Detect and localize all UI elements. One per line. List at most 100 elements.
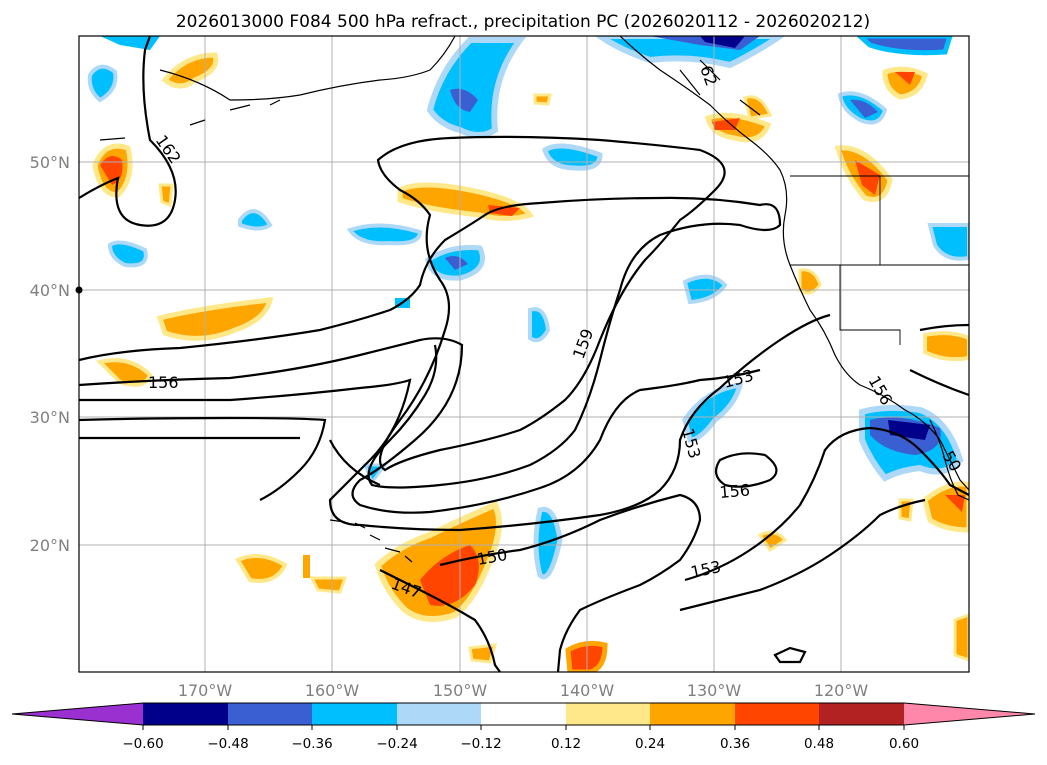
aleutian-islands [99,99,281,141]
colorbar-segment [735,703,819,725]
baja-california [929,419,969,501]
refractivity-contours [79,36,969,672]
neg-area [850,99,878,118]
pos-area [743,95,773,120]
pos-area [533,93,552,106]
lon-label: 170°W [178,681,233,700]
map-background [79,36,969,672]
contour-coastal [909,323,969,397]
neg-area [533,506,563,580]
colorbar-segment [312,703,397,725]
colorbar: −0.60 −0.48 −0.36 −0.24 −0.12 0.12 0.24 … [11,702,1036,752]
contour-150c [439,493,702,672]
contour-small [773,646,807,664]
pos-area [798,268,822,295]
colorbar-label: −0.48 [207,736,248,752]
neg-area [87,64,118,103]
colorbar-label: −0.60 [122,736,163,752]
colorbar-label: −0.12 [460,736,501,752]
pos-area [158,183,174,208]
pos-area [488,205,520,216]
neg-area [100,36,160,50]
colorbar-label: 0.60 [889,736,919,752]
pos-area [303,555,310,578]
graticule [79,36,969,672]
contour-159 [376,135,726,472]
positive-precipitation-areas [92,52,969,672]
colorbar-label: −0.24 [376,736,417,752]
colorbar-segment [143,703,228,725]
longitude-labels: 170°W 160°W 150°W 140°W 130°W 120°W [178,681,869,700]
alaska-coast [159,36,456,101]
colorbar-segment [481,703,566,725]
lon-label: 120°W [814,681,869,700]
pos-area [882,66,928,100]
pos-area [156,297,274,341]
neg-area [528,307,551,343]
pos-area [468,643,498,664]
contour-162 [79,36,177,227]
neg-area [856,36,953,56]
colorbar-label: 0.36 [720,736,750,752]
state-borders [790,176,969,345]
pos-area [945,495,965,512]
bc-coast-islands [679,59,761,116]
contour-153c [679,498,926,612]
colorbar-extend-low [12,703,143,725]
contour-156b [79,337,761,514]
pos-area [895,72,915,85]
lon-label: 140°W [560,681,615,700]
contour-label: 156 [719,480,751,502]
neg-area [238,209,273,231]
colorbar-label: −0.36 [291,736,332,752]
pos-area [855,160,880,195]
colorbar-segment [228,703,312,725]
colorbar-ticks [142,725,905,730]
contour-label: 156 [148,373,179,392]
lon-label: 160°W [305,681,360,700]
neg-area [682,274,728,305]
colorbar-segment [650,703,735,725]
pos-area [96,358,153,387]
contour-150 [79,416,327,501]
contour-150b [79,436,381,487]
contour-156c [714,452,778,488]
colorbar-label: 0.48 [804,736,834,752]
lat-label: 30°N [30,408,70,427]
pos-area [757,530,788,553]
pos-area [235,554,288,583]
lat-label: 20°N [30,536,70,555]
colorbar-segment [397,703,481,725]
negative-precipitation-areas [87,36,969,580]
lat-label: 40°N [30,281,70,300]
political-borders [790,175,969,345]
neg-area [445,256,468,270]
contour-153b [684,426,969,582]
neg-area [450,88,478,112]
colorbar-label: 0.24 [635,736,665,752]
figure-title: 2026013000 F084 500 hPa refract., precip… [176,12,870,32]
contour-153 [79,313,831,532]
colorbar-extend-high [904,703,1035,725]
colorbar-label: 0.12 [551,736,581,752]
contour-156a [79,196,782,489]
neg-area [426,37,526,138]
map-panel: 162 156 159 153 153 156 150 147 153 62 1… [75,35,970,673]
neg-area [542,143,603,171]
lon-label: 150°W [433,681,488,700]
pos-area [161,52,219,89]
contour-147 [379,569,501,672]
map-point-marker [75,286,83,294]
lat-label: 50°N [30,153,70,172]
pos-area [309,576,348,594]
latitude-labels: 50°N 40°N 30°N 20°N [30,153,70,555]
colorbar-segment [566,703,650,725]
colorbar-segment [819,703,904,725]
map-frame [78,35,970,673]
pos-area [923,331,969,362]
neg-area [700,36,745,48]
lon-label: 130°W [687,681,742,700]
neg-area [107,240,148,268]
neg-area [346,223,423,246]
